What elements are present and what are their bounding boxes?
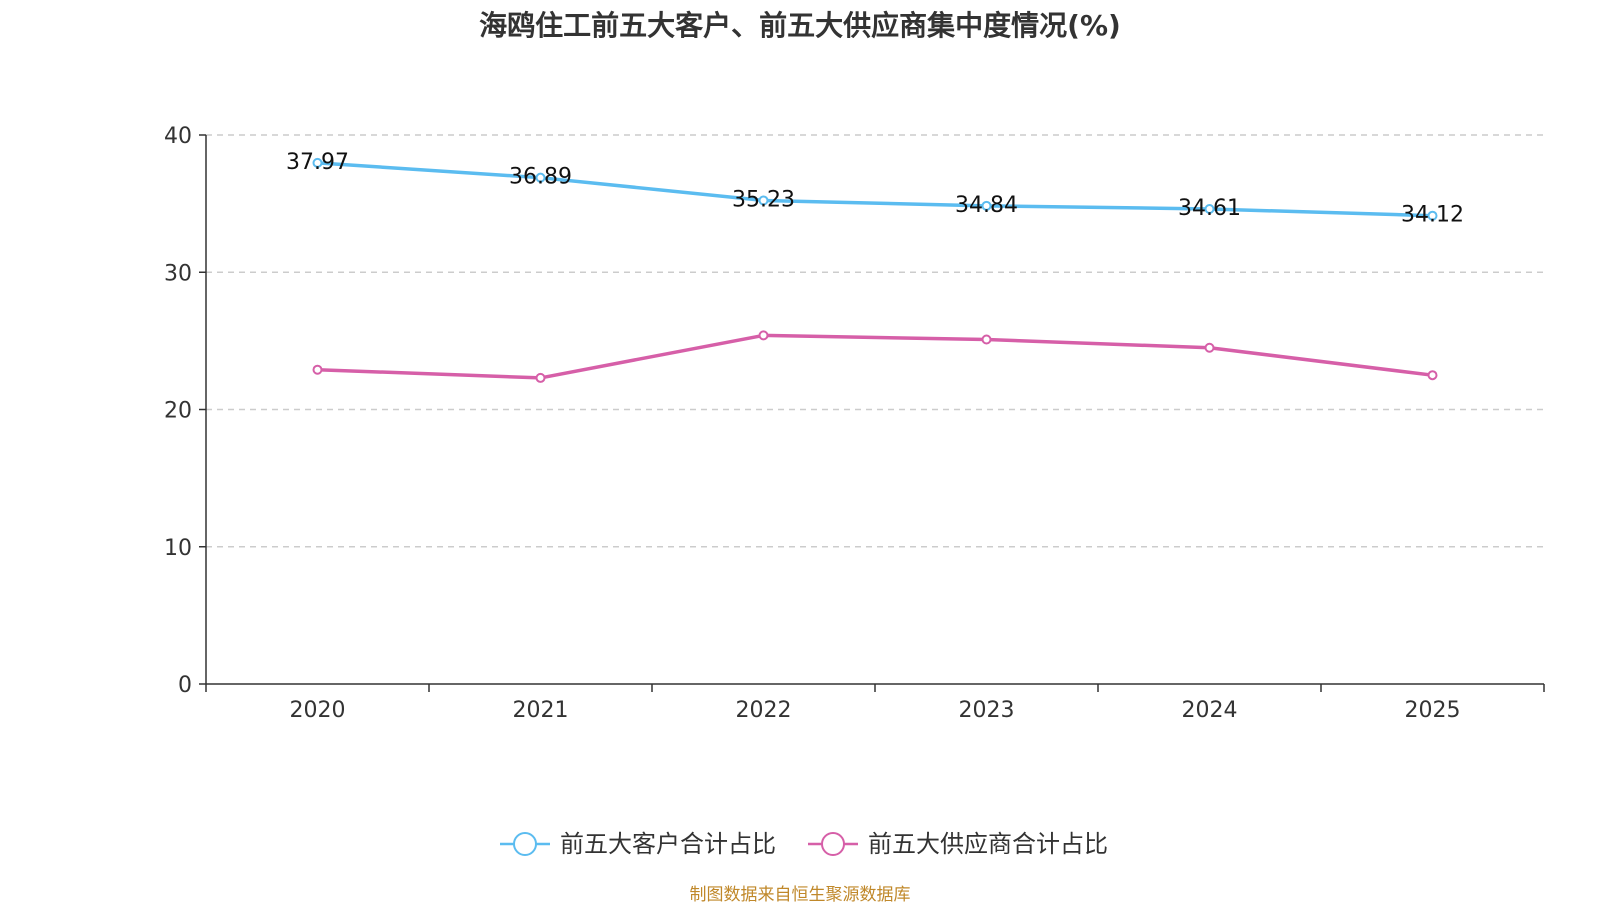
data-label: 34.12 — [1401, 203, 1464, 228]
legend-marker — [821, 832, 845, 856]
y-tick-label: 10 — [164, 536, 192, 561]
data-point — [1427, 370, 1438, 381]
legend[interactable]: 前五大客户合计占比 前五大供应商合计占比 — [500, 830, 1108, 858]
grid-lines — [206, 134, 1544, 548]
x-tick-label: 2021 — [513, 698, 569, 723]
data-point — [758, 330, 769, 341]
x-tick-label: 2020 — [290, 698, 346, 723]
y-tick-label: 0 — [178, 673, 192, 698]
x-tick-label: 2025 — [1405, 698, 1461, 723]
x-tick-label: 2024 — [1182, 698, 1238, 723]
source-note: 制图数据来自恒生聚源数据库 — [689, 885, 911, 905]
series-line-1 — [317, 161, 1433, 218]
chart-title: 海鸥住工前五大客户、前五大供应商集中度情况(%) — [479, 9, 1121, 42]
data-point — [1204, 342, 1215, 353]
x-tick-label: 2022 — [736, 698, 792, 723]
series-lines — [312, 157, 1438, 383]
y-tick-label: 40 — [164, 124, 192, 149]
y-tick-label: 20 — [164, 399, 192, 424]
legend-label: 前五大客户合计占比 — [560, 830, 776, 858]
data-point — [1427, 210, 1438, 221]
axes: 0 10 20 30 40 2020 2021 2022 2023 2024 2025 — [164, 124, 1545, 723]
data-label: 34.61 — [1178, 196, 1241, 221]
data-label: 37.97 — [286, 150, 349, 175]
data-label: 35.23 — [732, 187, 795, 212]
data-label: 36.89 — [509, 165, 572, 190]
data-point — [758, 195, 769, 206]
x-tick-label: 2023 — [959, 698, 1015, 723]
data-point — [312, 364, 323, 375]
data-point — [312, 157, 323, 168]
data-point — [981, 334, 992, 345]
data-labels: 37.97 36.89 35.23 34.84 34.61 34.12 — [286, 150, 1464, 228]
data-point — [981, 200, 992, 211]
data-point — [535, 372, 546, 383]
y-tick-label: 30 — [164, 261, 192, 286]
legend-marker — [513, 832, 537, 856]
legend-label: 前五大供应商合计占比 — [868, 830, 1108, 858]
data-point — [1204, 203, 1215, 214]
data-point — [535, 172, 546, 183]
series-line-2 — [317, 333, 1433, 380]
data-label: 34.84 — [955, 193, 1018, 218]
